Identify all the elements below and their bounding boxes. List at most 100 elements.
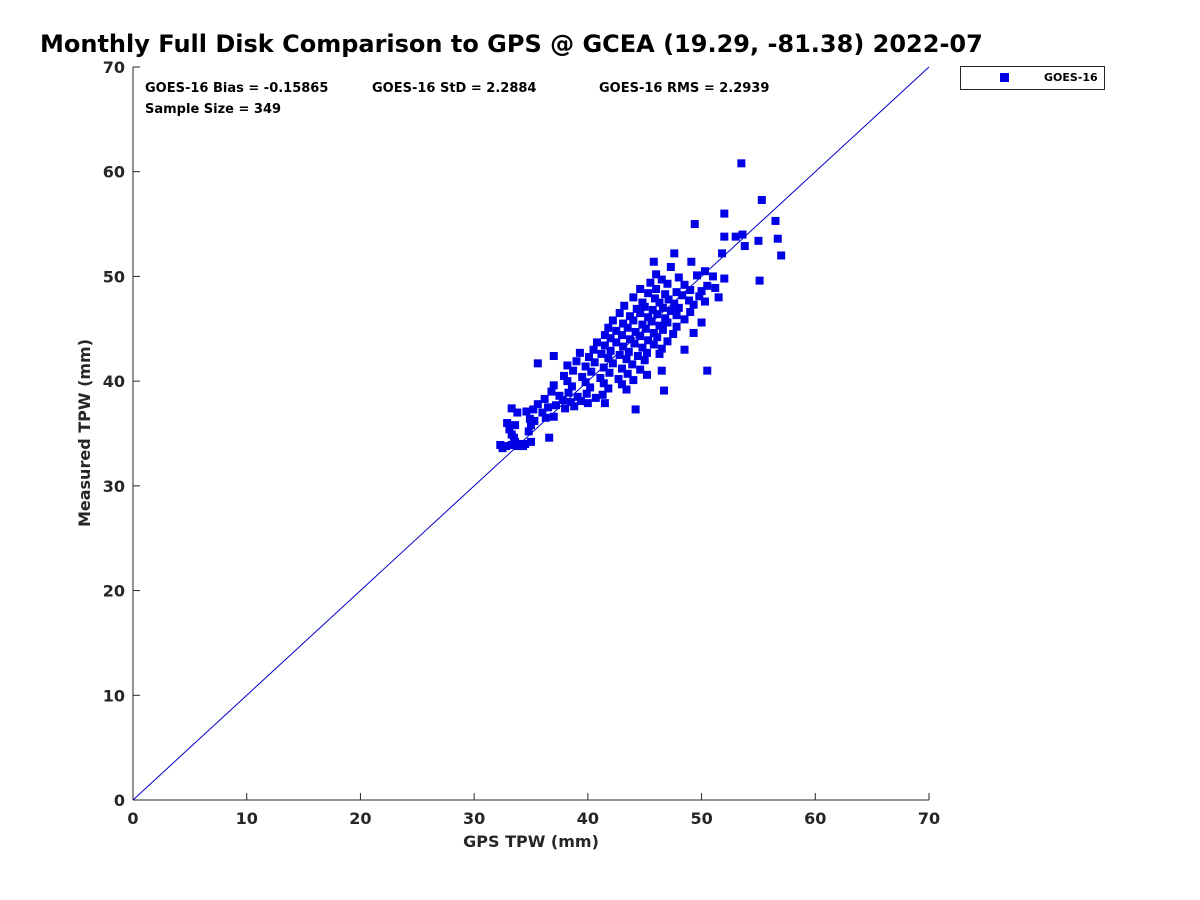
data-point	[544, 403, 553, 412]
data-point	[527, 437, 535, 446]
x-tick-label: 20	[349, 809, 371, 828]
data-point	[680, 345, 689, 354]
data-point	[672, 311, 681, 320]
data-point	[653, 333, 662, 342]
data-point	[655, 349, 664, 358]
data-point	[670, 249, 679, 258]
data-point	[545, 433, 554, 442]
data-point	[708, 272, 717, 281]
data-point	[680, 315, 689, 324]
data-point	[737, 159, 746, 168]
x-tick-label: 10	[236, 809, 258, 828]
bias-stat: GOES-16 Bias = -0.15865	[145, 81, 328, 96]
y-tick-label: 70	[103, 58, 125, 77]
data-point	[620, 301, 629, 310]
legend-box	[960, 66, 1105, 90]
rms-stat: GOES-16 RMS = 2.2939	[599, 81, 769, 96]
data-point	[740, 242, 749, 251]
axes: 0 10 20 30 40 50 60 70 0 10 20 30 40 50 60 70	[103, 58, 940, 828]
data-point	[755, 276, 764, 285]
data-point	[530, 416, 539, 425]
data-point	[661, 314, 670, 323]
data-point	[642, 370, 651, 379]
data-point	[511, 421, 520, 430]
data-point	[672, 288, 681, 297]
data-point	[636, 332, 645, 341]
data-point	[670, 299, 679, 308]
data-point	[687, 257, 696, 266]
data-point	[714, 293, 723, 302]
data-point	[623, 323, 632, 332]
data-point	[720, 209, 729, 218]
data-point	[581, 362, 590, 371]
data-point	[569, 366, 578, 375]
x-tick-label: 70	[918, 809, 940, 828]
data-point	[600, 399, 609, 408]
data-point	[575, 348, 584, 357]
data-point	[521, 439, 530, 448]
data-point	[771, 216, 780, 225]
data-point	[619, 342, 628, 351]
data-point	[566, 398, 575, 407]
data-point	[505, 425, 514, 434]
data-point	[552, 401, 561, 410]
data-point	[632, 304, 641, 313]
data-point	[652, 270, 661, 279]
data-point	[720, 232, 729, 241]
data-point	[636, 309, 645, 318]
data-point	[648, 305, 657, 314]
data-point	[686, 286, 695, 295]
data-point	[628, 360, 637, 369]
data-point	[587, 367, 596, 376]
data-point	[700, 297, 709, 306]
data-point	[625, 312, 634, 321]
data-point	[600, 331, 609, 340]
data-point	[540, 394, 549, 403]
data-point	[513, 408, 522, 417]
y-tick-label: 30	[103, 477, 125, 496]
data-point	[498, 444, 507, 453]
data-point	[703, 366, 712, 375]
data-point	[644, 336, 653, 345]
data-point	[697, 318, 706, 327]
data-point	[586, 383, 595, 392]
data-point	[549, 381, 558, 390]
data-point	[604, 323, 613, 332]
data-point	[622, 355, 631, 364]
data-point	[649, 340, 658, 349]
data-point	[606, 346, 615, 355]
identity-line	[132, 66, 930, 801]
data-point	[655, 298, 664, 307]
data-point	[584, 353, 593, 362]
data-point	[527, 421, 535, 430]
data-point	[657, 366, 666, 375]
data-point	[695, 292, 704, 301]
x-tick-label: 40	[577, 809, 599, 828]
data-point	[757, 195, 766, 204]
data-point	[597, 349, 606, 358]
data-point	[644, 313, 653, 322]
chart-title: Monthly Full Disk Comparison to GPS @ GC…	[40, 30, 983, 58]
data-point	[672, 322, 681, 331]
data-point	[558, 395, 567, 404]
x-tick-label: 0	[127, 809, 138, 828]
data-point	[619, 319, 628, 328]
data-point	[638, 343, 647, 352]
data-point	[604, 384, 613, 393]
data-point	[711, 283, 720, 292]
legend-label: GOES-16	[1044, 71, 1098, 84]
data-point	[573, 392, 582, 401]
data-point	[652, 284, 661, 293]
x-tick-label: 30	[463, 809, 485, 828]
data-points	[496, 159, 786, 453]
data-point	[636, 365, 645, 374]
data-point	[567, 382, 576, 391]
y-axis-label: Measured TPW (mm)	[75, 339, 94, 527]
data-point	[680, 280, 689, 289]
data-point	[690, 220, 699, 229]
data-point	[547, 387, 556, 396]
data-point	[615, 350, 624, 359]
data-point	[549, 412, 558, 421]
data-point	[578, 372, 587, 381]
data-point	[700, 267, 709, 276]
